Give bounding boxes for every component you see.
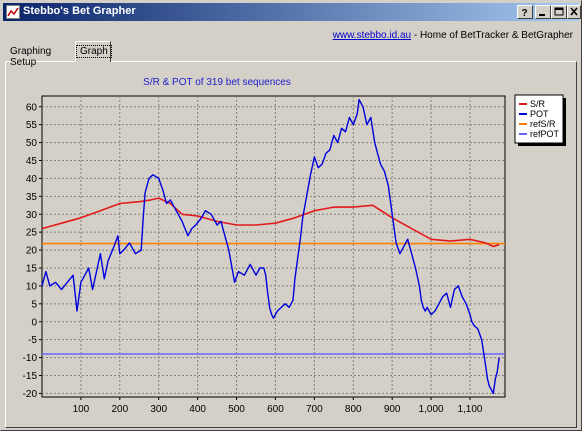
legend-entry: S/R	[530, 99, 546, 109]
y-tick-label: 0	[31, 317, 37, 328]
x-tick-label: 100	[73, 404, 90, 415]
series-line-sr	[41, 197, 500, 248]
tab-graph[interactable]: Graph	[75, 41, 112, 62]
maximize-button[interactable]	[551, 5, 567, 19]
tab-graph-label: Graph	[76, 45, 112, 58]
y-tick-label: 10	[26, 281, 38, 292]
help-button[interactable]: ?	[517, 5, 533, 19]
x-tick-label: 600	[267, 404, 284, 415]
x-tick-label: 700	[306, 404, 323, 415]
legend-entry: refS/R	[530, 119, 556, 129]
x-tick-label: 1,000	[419, 404, 444, 415]
graph-tab-panel	[5, 61, 577, 428]
website-link[interactable]: www.stebbo.id.au	[332, 30, 412, 41]
y-tick-label: -15	[23, 371, 38, 382]
app-chart-icon[interactable]	[6, 5, 20, 19]
header-links: www.stebbo.id.au - Home of BetTracker & …	[333, 30, 573, 41]
y-tick-label: 20	[26, 246, 38, 257]
y-tick-label: 50	[26, 138, 38, 149]
y-tick-label: 25	[26, 228, 38, 239]
axis-labels: -20 -15 -10 -5 0 5 10 15 20 25 30 35 40 45 50 55 60 100 20…	[23, 102, 483, 415]
minimize-button[interactable]	[535, 5, 551, 19]
y-tick-label: -10	[23, 353, 38, 364]
chart-title: S/R & POT of 319 bet sequences	[143, 77, 291, 88]
y-tick-label: 60	[26, 102, 38, 113]
y-tick-label: 30	[26, 210, 38, 221]
window-title: Stebbo's Bet Grapher	[23, 5, 136, 17]
x-tick-label: 400	[189, 404, 206, 415]
tab-graphing-setup[interactable]: Graphing Setup	[5, 43, 71, 68]
chart-container: S/R & POT of 319 bet sequences -20 -15 -10…	[7, 68, 570, 422]
y-tick-label: 40	[26, 174, 38, 185]
tab-graphing-setup-label: Graphing Setup	[10, 46, 52, 68]
y-tick-label: 5	[31, 299, 37, 310]
svg-text:?: ?	[522, 8, 528, 18]
y-tick-label: 15	[26, 264, 38, 275]
series-lines	[41, 98, 505, 395]
grid-lines	[42, 96, 505, 397]
x-tick-label: 200	[111, 404, 128, 415]
y-tick-label: 35	[26, 192, 38, 203]
title-bar[interactable]: Stebbo's Bet Grapher ?	[3, 3, 581, 21]
y-tick-label: -5	[28, 335, 37, 346]
header-tagline: - Home of BetTracker & BetGrapher	[411, 30, 573, 41]
chart-svg: S/R & POT of 319 bet sequences -20 -15 -10…	[7, 68, 570, 422]
y-tick-label: 55	[26, 120, 38, 131]
x-tick-label: 500	[228, 404, 245, 415]
y-tick-label: 45	[26, 156, 38, 167]
y-tick-label: -20	[23, 389, 38, 400]
legend-entry: POT	[530, 109, 549, 119]
legend-entry: refPOT	[530, 129, 560, 139]
plot-area	[41, 95, 506, 398]
x-tick-label: 1,100	[457, 404, 482, 415]
close-button[interactable]	[567, 5, 581, 19]
x-tick-label: 800	[345, 404, 362, 415]
x-tick-label: 300	[150, 404, 167, 415]
x-tick-label: 900	[384, 404, 401, 415]
series-line-pot	[41, 98, 500, 395]
